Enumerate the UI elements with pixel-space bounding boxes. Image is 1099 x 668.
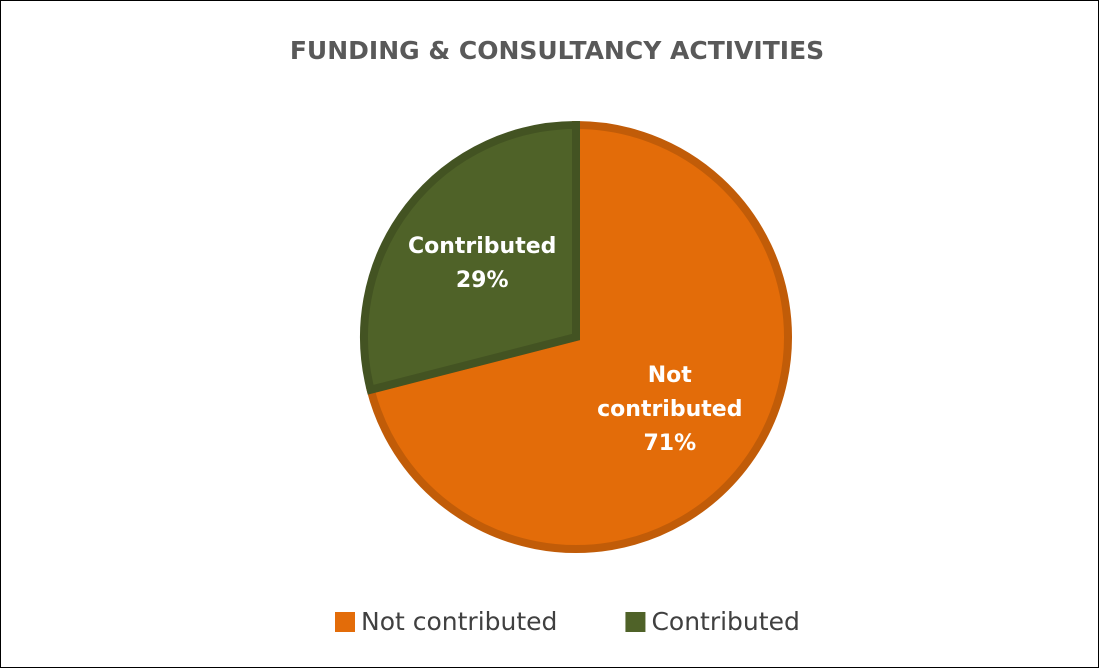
legend-label: Not contributed (361, 607, 557, 636)
legend: Not contributed Contributed (335, 607, 800, 636)
chart-title: FUNDING & CONSULTANCY ACTIVITIES (290, 36, 824, 65)
data-label-value: 71% (643, 430, 697, 456)
data-label-name: Not contributed (597, 362, 743, 422)
data-label: Contributed 29% (397, 230, 567, 298)
data-label-name: Contributed (407, 234, 557, 260)
legend-label: Contributed (651, 607, 799, 636)
legend-swatch (625, 612, 646, 632)
data-label-value: 29% (455, 268, 509, 294)
data-label: Not contributed 71% (585, 359, 755, 461)
legend-swatch (335, 612, 355, 632)
pie-slice (360, 120, 580, 395)
